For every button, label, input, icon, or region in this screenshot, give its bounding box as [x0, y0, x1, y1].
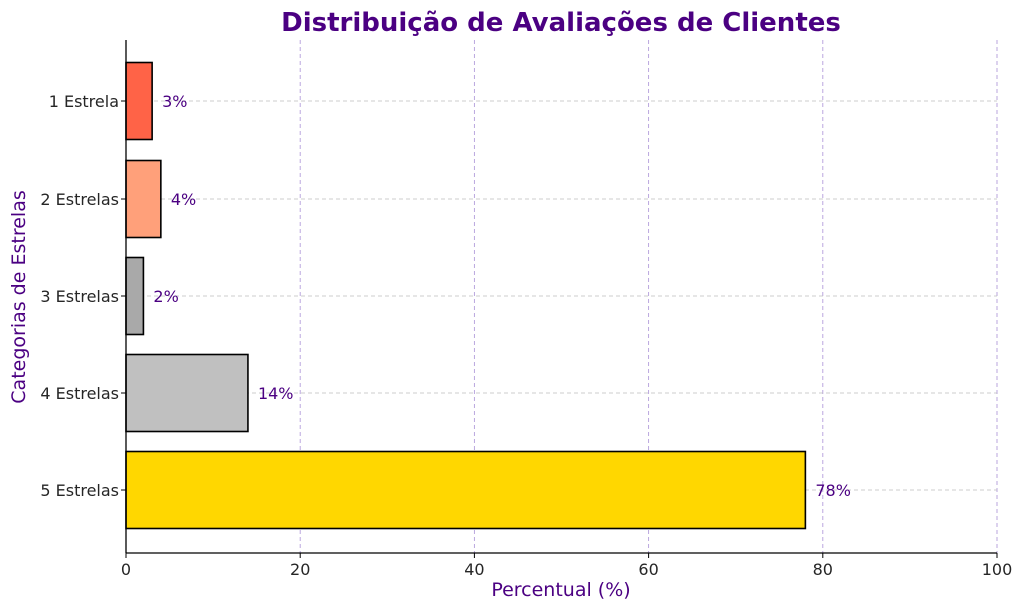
y-tick-label: 3 Estrelas: [40, 287, 119, 306]
x-tick-label: 20: [290, 560, 310, 579]
x-tick-label: 40: [464, 560, 484, 579]
x-tick-label: 80: [813, 560, 833, 579]
chart-title: Distribuição de Avaliações de Clientes: [281, 8, 841, 38]
y-tick-label: 5 Estrelas: [40, 481, 119, 500]
data-label: 78%: [815, 481, 851, 500]
bar: [125, 61, 153, 141]
y-axis-label: Categorias de Estrelas: [8, 190, 30, 403]
data-label: 14%: [258, 384, 294, 403]
x-axis-label: Percentual (%): [491, 579, 630, 601]
x-tick-label: 100: [982, 560, 1013, 579]
y-tick-label: 2 Estrelas: [40, 190, 119, 209]
data-labels: 3% 4% 2% 14% 78%: [153, 92, 851, 500]
bar: [125, 353, 249, 433]
x-ticks: 0 20 40 60 80 100: [121, 553, 1012, 579]
bar: [125, 256, 145, 336]
data-label: 2%: [153, 287, 178, 306]
bar: [125, 450, 807, 530]
y-tick-label: 1 Estrela: [49, 92, 119, 111]
x-tick-label: 60: [638, 560, 658, 579]
bar: [125, 159, 162, 239]
y-ticks: 1 Estrela 2 Estrelas 3 Estrelas 4 Estrelas 5…: [40, 92, 126, 500]
x-tick-label: 0: [121, 560, 131, 579]
y-tick-label: 4 Estrelas: [40, 384, 119, 403]
bars: [125, 61, 807, 530]
data-label: 4%: [171, 190, 196, 209]
data-label: 3%: [162, 92, 187, 111]
